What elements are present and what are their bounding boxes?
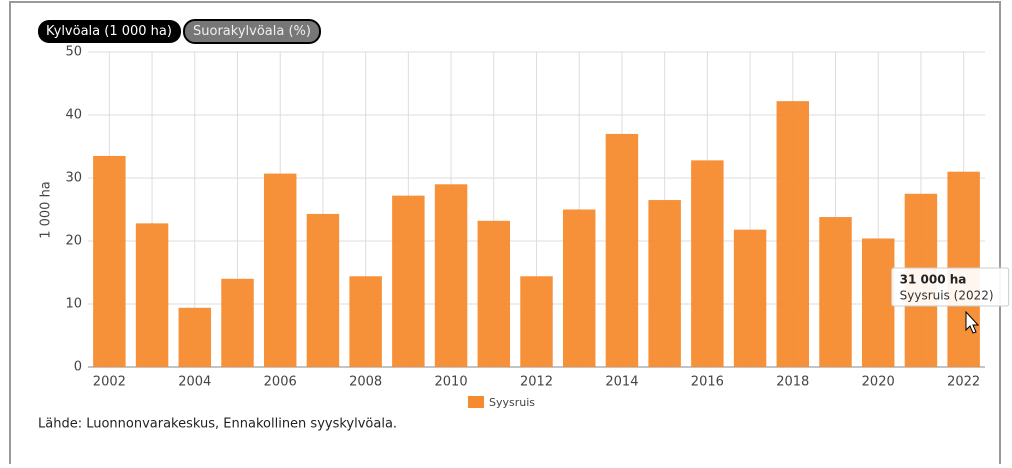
tooltip-box (891, 267, 1010, 307)
x-tick-label: 2014 (605, 375, 638, 390)
x-tick-label: 2006 (264, 375, 297, 390)
tab-label[interactable]: Suorakylvöala (%) (193, 24, 311, 39)
bar (733, 229, 767, 367)
cursor (965, 310, 980, 334)
y-tick-label: 20 (65, 234, 82, 249)
x-tick-label: 2008 (349, 375, 382, 390)
x-tick-label: 2002 (93, 375, 126, 390)
tab-label[interactable]: Kylvöala (1 000 ha) (46, 24, 172, 39)
bar (605, 133, 639, 367)
y-axis-label: 1 000 ha (39, 181, 54, 239)
bar (520, 276, 553, 367)
bar (93, 155, 126, 367)
source: Lähde: Luonnonvarakeskus, Ennakollinen s… (38, 417, 397, 432)
bar (819, 217, 852, 367)
x-tick-label: 2012 (520, 375, 553, 390)
bar (135, 223, 169, 367)
tooltip-text: Syysruis (2022) (900, 289, 994, 303)
y-tick-label: 40 (65, 108, 82, 123)
bar (392, 195, 425, 367)
bar (477, 220, 511, 367)
bar (648, 200, 681, 367)
tooltip-value: 31 000 ha (900, 273, 967, 287)
x-tick-label: 2016 (691, 375, 724, 390)
y-tick-label: 0 (74, 360, 82, 375)
bar (562, 209, 596, 367)
bar (776, 101, 810, 367)
bar (691, 160, 724, 367)
bar (221, 278, 254, 367)
x-tick-label: 2010 (435, 375, 468, 390)
bar (306, 213, 340, 367)
x-tick-label: 2018 (776, 375, 809, 390)
bar (178, 307, 212, 367)
legend-swatch (468, 396, 484, 408)
bar (434, 184, 468, 367)
bar (263, 173, 297, 367)
tab-active[interactable] (38, 20, 181, 43)
y-tick-label: 50 (65, 45, 82, 60)
x-tick-label: 2020 (862, 375, 895, 390)
x-tick-label: 2022 (947, 375, 980, 390)
bar (349, 276, 382, 367)
bar (861, 238, 895, 367)
y-tick-label: 10 (65, 297, 82, 312)
y-tick-label: 30 (65, 171, 82, 186)
x-tick-label: 2004 (178, 375, 211, 390)
legend-label: Syysruis (489, 396, 535, 409)
tab[interactable] (183, 19, 321, 44)
